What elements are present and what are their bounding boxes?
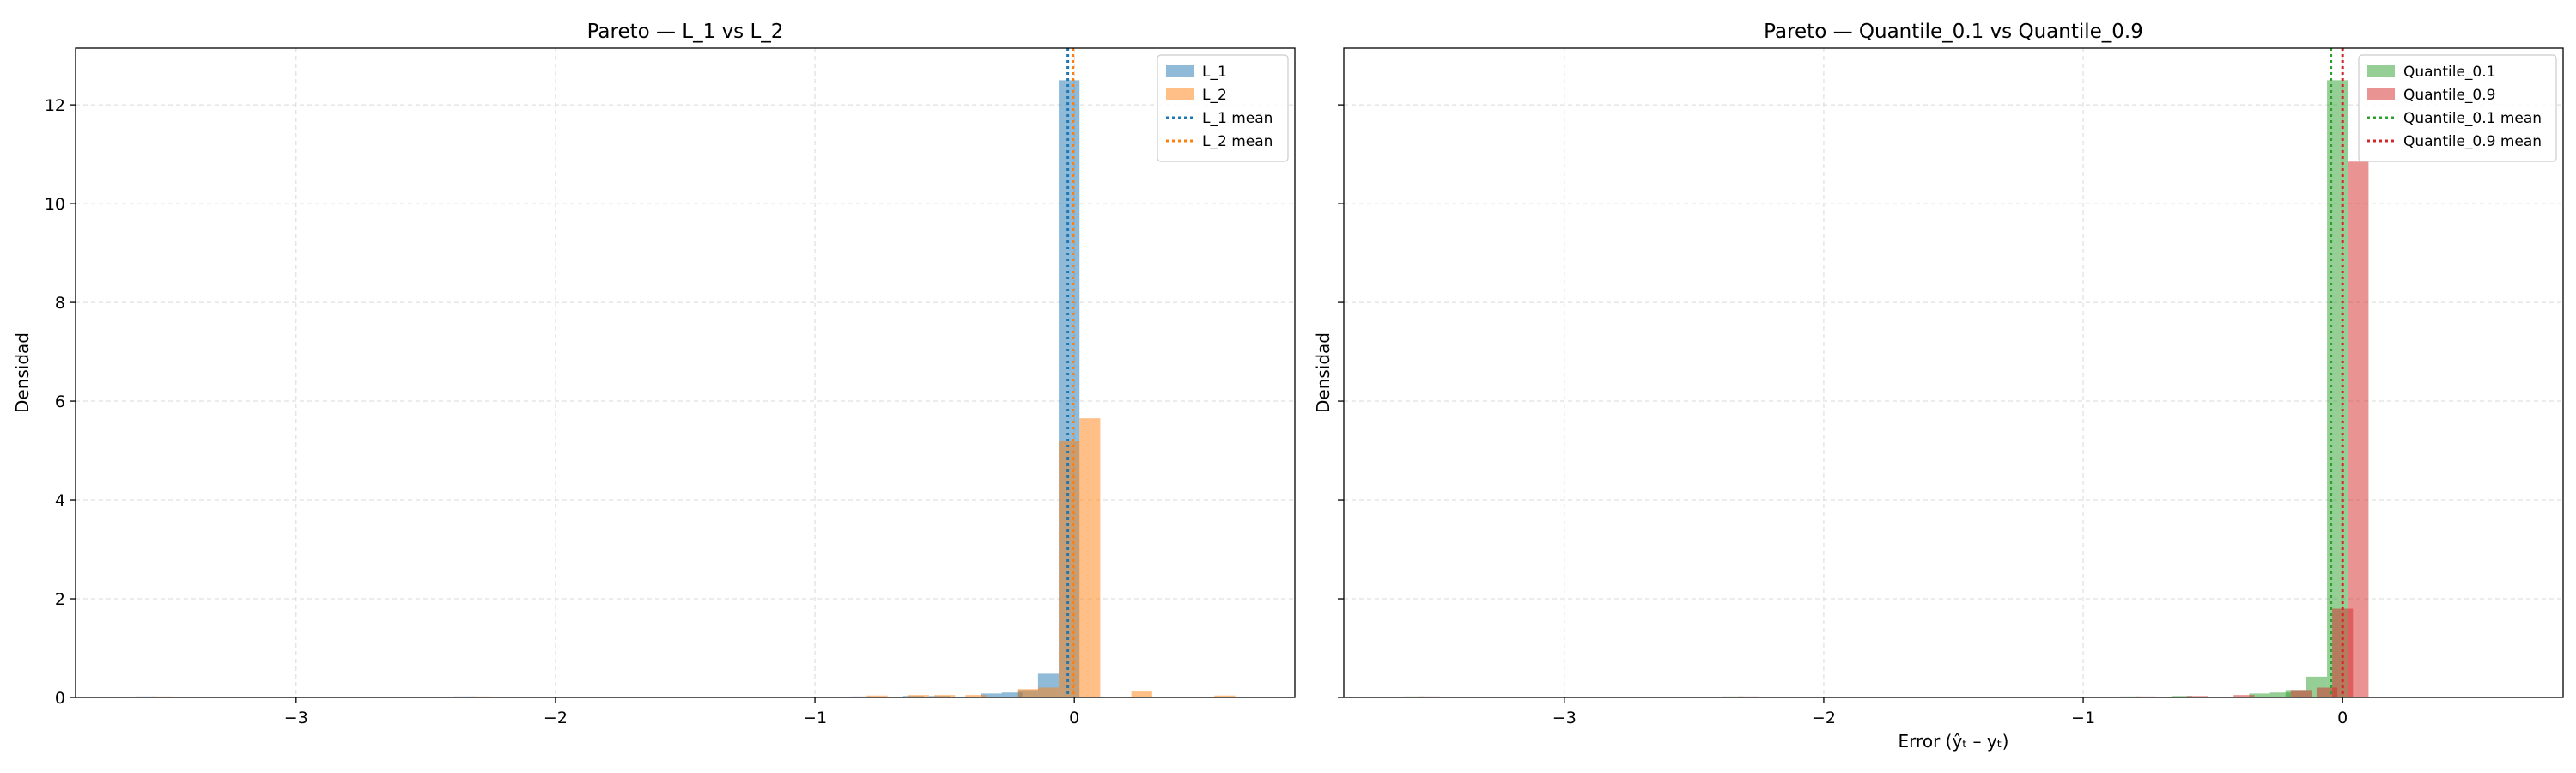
y-tick-label: 8 bbox=[55, 294, 65, 313]
x-tick-label: −2 bbox=[1812, 709, 1836, 727]
bar-quantile-0-9 bbox=[2290, 690, 2312, 697]
plot-frame bbox=[75, 47, 1296, 698]
legend: Quantile_0.1 Quantile_0.9 Quantile_0.1 mea… bbox=[2358, 54, 2557, 162]
legend-label: L_2 mean bbox=[1202, 133, 1273, 150]
chart-title: Pareto — L_1 vs L_2 bbox=[587, 21, 784, 43]
legend-label: L_1 mean bbox=[1202, 110, 1273, 127]
y-tick-label: 4 bbox=[55, 491, 65, 510]
bar-quantile-0-9 bbox=[2316, 687, 2338, 697]
chart-panel-1: −3 −2 −1 0 0 2 4 6 8 10 12 Pareto — L_1 vs L_2 Densi… bbox=[12, 21, 1296, 727]
bar-l-2 bbox=[866, 695, 888, 697]
bar-l-2 bbox=[1017, 689, 1038, 697]
y-axis-label: Densidad bbox=[1313, 332, 1334, 413]
legend-swatch bbox=[2367, 65, 2395, 77]
bar-l-2 bbox=[908, 695, 929, 697]
x-tick-label: 0 bbox=[1069, 709, 1079, 727]
bar-quantile-0-1 bbox=[2327, 80, 2348, 697]
bar-l-2 bbox=[1214, 695, 1236, 697]
x-tick-label: −1 bbox=[2071, 709, 2095, 727]
legend-label: Quantile_0.1 bbox=[2403, 64, 2495, 81]
legend-label: Quantile_0.9 bbox=[2403, 87, 2495, 104]
bar-l-2 bbox=[1131, 691, 1152, 697]
x-axis-label: Error (ŷₜ – yₜ) bbox=[1899, 731, 2009, 752]
x-tick-label: −3 bbox=[284, 709, 308, 727]
chart-panel-2: −3 −2 −1 0 Pareto — Quantile_0.1 vs Quantile… bbox=[1313, 21, 2564, 752]
bar-quantile-0-9 bbox=[2233, 695, 2255, 697]
plot-frame bbox=[1343, 47, 2564, 698]
legend-label: Quantile_0.9 mean bbox=[2403, 133, 2542, 150]
bar-l-2 bbox=[965, 695, 987, 697]
y-axis-label: Densidad bbox=[12, 332, 33, 413]
legend: L_1 L_2 L_1 mean L_2 mean bbox=[1157, 54, 1289, 162]
bar-quantile-0-1 bbox=[2249, 693, 2270, 697]
bar-quantile-0-1 bbox=[2269, 692, 2291, 697]
legend-swatch bbox=[1166, 65, 1194, 77]
y-tick-label: 12 bbox=[45, 96, 65, 115]
x-tick-label: 0 bbox=[2337, 709, 2348, 727]
bar-quantile-0-9 bbox=[2186, 696, 2208, 697]
chart-title: Pareto — Quantile_0.1 vs Quantile_0.9 bbox=[1764, 21, 2143, 43]
x-tick-label: −1 bbox=[803, 709, 827, 727]
legend-label: Quantile_0.1 mean bbox=[2403, 110, 2542, 127]
x-tick-label: −2 bbox=[544, 709, 568, 727]
bar-l-2 bbox=[934, 695, 956, 697]
legend-swatch bbox=[2367, 88, 2395, 100]
legend-label: L_2 bbox=[1202, 87, 1227, 104]
y-tick-label: 6 bbox=[55, 393, 65, 411]
legend-box bbox=[2358, 54, 2557, 162]
bar-quantile-0-1 bbox=[2171, 696, 2192, 697]
x-tick-label: −3 bbox=[1552, 709, 1577, 727]
y-tick-label: 2 bbox=[55, 590, 65, 609]
bar-quantile-0-9 bbox=[2348, 161, 2369, 697]
legend-box bbox=[1157, 54, 1289, 162]
y-tick-label: 0 bbox=[55, 689, 65, 708]
bar-l-1 bbox=[1001, 692, 1023, 697]
bar-l-2 bbox=[1037, 687, 1060, 697]
bar-l-1 bbox=[981, 693, 1002, 697]
bar-l-2 bbox=[1059, 441, 1080, 697]
y-tick-label: 10 bbox=[45, 195, 65, 214]
bar-l-2 bbox=[1079, 418, 1101, 697]
legend-label: L_1 bbox=[1202, 64, 1227, 81]
legend-swatch bbox=[1166, 88, 1194, 100]
